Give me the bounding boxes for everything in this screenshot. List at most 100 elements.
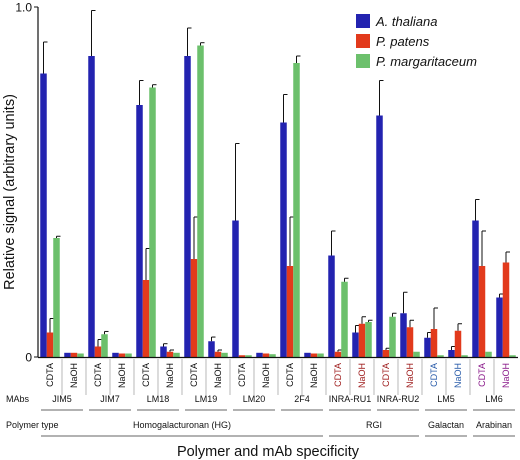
- bar-1-15: [376, 115, 383, 357]
- bar-2-3: [94, 346, 102, 357]
- condition-label-18: NaOH: [453, 363, 463, 388]
- condition-label-8: NaOH: [213, 363, 223, 388]
- bar-1-8: [208, 341, 215, 357]
- bar-2-13: [334, 351, 342, 357]
- bar-3-16: [413, 351, 420, 357]
- condition-label-20: NaOH: [501, 363, 511, 388]
- mabs-row-label: MAbs: [6, 394, 30, 404]
- condition-label-4: NaOH: [117, 363, 127, 388]
- bar-2-19: [478, 266, 486, 357]
- bar-3-19: [485, 351, 492, 357]
- bar-3-10: [269, 354, 276, 357]
- bar-1-6: [160, 346, 167, 357]
- bar-3-17: [437, 355, 444, 357]
- mab-label-8: INRA-RU2: [377, 394, 420, 404]
- legend-label-1: A. thaliana: [375, 14, 437, 29]
- bar-2-6: [166, 351, 174, 357]
- bar-3-18: [461, 355, 468, 357]
- condition-label-14: NaOH: [357, 363, 367, 388]
- bar-2-5: [142, 280, 150, 357]
- condition-label-17: CDTA: [429, 363, 439, 387]
- bar-2-17: [430, 329, 438, 357]
- bars-layer: [40, 10, 516, 357]
- bar-3-12: [317, 353, 324, 357]
- bar-2-18: [454, 330, 462, 357]
- condition-label-19: CDTA: [477, 363, 487, 387]
- mab-label-5: LM20: [243, 394, 266, 404]
- condition-label-12: NaOH: [309, 363, 319, 388]
- bar-3-4: [125, 353, 132, 357]
- bar-3-7: [197, 45, 204, 357]
- bar-2-11: [286, 266, 294, 357]
- mab-label-1: JIM5: [52, 394, 72, 404]
- x-axis-title: Polymer and mAb specificity: [177, 444, 360, 460]
- bar-2-12: [310, 353, 318, 357]
- polymer-type-label-3: Galactan: [428, 420, 464, 430]
- condition-label-5: CDTA: [141, 363, 151, 387]
- mab-label-4: LM19: [195, 394, 218, 404]
- bar-2-4: [118, 353, 126, 357]
- polymer-type-row-label: Polymer type: [6, 420, 59, 430]
- bar-2-8: [214, 351, 222, 357]
- bar-2-20: [502, 262, 510, 357]
- bar-3-6: [173, 352, 180, 357]
- legend-swatch-2: [356, 34, 370, 48]
- bar-1-2: [64, 352, 71, 357]
- legend-label-3: P. margaritaceum: [376, 54, 477, 69]
- bar-1-3: [88, 56, 95, 357]
- bar-1-13: [328, 255, 335, 357]
- condition-label-3: CDTA: [93, 363, 103, 387]
- mab-label-7: INRA-RU1: [329, 394, 372, 404]
- bar-1-5: [136, 105, 143, 357]
- bar-3-9: [245, 355, 252, 357]
- bar-1-4: [112, 352, 119, 357]
- legend-swatch-1: [356, 14, 370, 28]
- bar-3-14: [365, 322, 372, 357]
- polymer-type-label-1: Homogalacturonan (HG): [133, 420, 231, 430]
- bar-2-10: [262, 353, 270, 357]
- mab-label-9: LM5: [437, 394, 455, 404]
- axes-layer: 01.0: [15, 1, 518, 365]
- legend-swatch-3: [356, 54, 370, 68]
- bar-2-2: [70, 352, 78, 357]
- bar-1-10: [256, 352, 263, 357]
- bar-1-18: [448, 350, 455, 357]
- bar-3-2: [77, 353, 84, 357]
- bar-2-9: [238, 355, 246, 357]
- y-tick-label-1: 0: [25, 351, 32, 365]
- bar-3-13: [341, 281, 348, 357]
- bar-1-7: [184, 56, 191, 357]
- bar-1-14: [352, 332, 359, 357]
- bar-1-12: [304, 352, 311, 357]
- polymer-type-label-4: Arabinan: [476, 420, 512, 430]
- bar-2-16: [406, 327, 414, 357]
- bar-2-14: [358, 323, 366, 357]
- bar-2-15: [382, 350, 390, 357]
- labels-layer: CDTA NaOH CDTA NaOH CDTA NaOH CDTA NaOH CDTA NaOH…: [6, 359, 515, 437]
- condition-label-6: NaOH: [165, 363, 175, 388]
- bar-1-20: [496, 297, 503, 357]
- legend-label-2: P. patens: [376, 34, 430, 49]
- condition-label-7: CDTA: [189, 363, 199, 387]
- bar-1-11: [280, 122, 287, 357]
- condition-label-10: NaOH: [261, 363, 271, 388]
- bar-3-3: [101, 334, 108, 357]
- mab-label-2: JIM7: [100, 394, 120, 404]
- bar-3-1: [53, 238, 60, 357]
- mab-label-3: LM18: [147, 394, 170, 404]
- condition-label-1: CDTA: [45, 363, 55, 387]
- condition-label-13: CDTA: [333, 363, 343, 387]
- bar-2-7: [190, 259, 198, 357]
- bar-3-5: [149, 87, 156, 357]
- mab-label-6: 2F4: [294, 394, 310, 404]
- bar-3-8: [221, 352, 228, 357]
- bar-1-16: [400, 313, 407, 357]
- condition-label-11: CDTA: [285, 363, 295, 387]
- bar-1-17: [424, 337, 431, 357]
- legend: A. thaliana P. patens P. margaritaceum: [356, 14, 477, 69]
- bar-3-20: [509, 355, 516, 357]
- condition-label-2: NaOH: [69, 363, 79, 388]
- y-tick-label-2: 1.0: [15, 1, 32, 15]
- condition-label-15: CDTA: [381, 363, 391, 387]
